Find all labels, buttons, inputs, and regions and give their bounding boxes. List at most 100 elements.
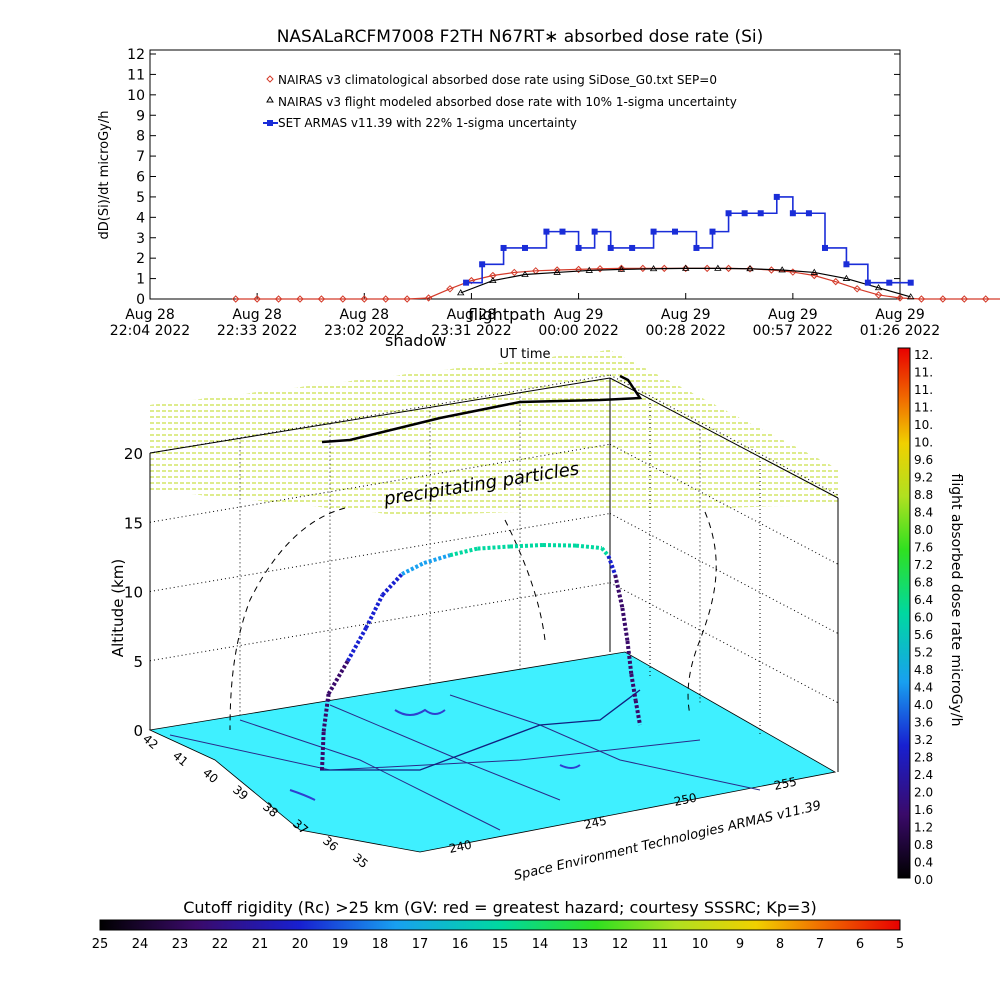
x-tick-label: 00:00 2022 (538, 323, 618, 339)
dose-rate-colorbar-tick: 3.2 (914, 733, 933, 747)
dose-rate-colorbar-tick: 6.4 (914, 593, 933, 607)
series-set-armas-point (822, 244, 828, 251)
cutoff-rigidity-colorbar-tick: 17 (412, 937, 429, 952)
series-nairas-climatological-line (235, 267, 1000, 300)
dose-rate-colorbar-tick: 1.6 (914, 803, 933, 817)
flight-path-segment (345, 627, 368, 662)
cutoff-rigidity-colorbar-tick: 13 (572, 937, 589, 952)
series-nairas-climatological-point (639, 264, 647, 273)
series-nairas-flight-modeled-point (746, 265, 754, 272)
shadow-projection-left (229, 507, 346, 731)
series-nairas-flight-modeled-point (842, 274, 851, 281)
cutoff-rigidity-colorbar-tick: 9 (736, 937, 744, 952)
series-nairas-flight-modeled-point (617, 265, 626, 272)
flight-path-segment (381, 572, 404, 597)
3d-box-frame (149, 377, 839, 772)
series-set-armas-point (805, 210, 812, 217)
series-set-armas-point (607, 244, 614, 251)
series-nairas-climatological-point (403, 295, 411, 303)
cutoff-rigidity-colorbar-tick: 14 (532, 937, 549, 952)
dose-rate-colorbar-tick: 5.6 (914, 628, 933, 642)
series-nairas-flight-modeled-point (649, 265, 658, 272)
shadow-projection-right (687, 511, 717, 716)
shadow-projection-center (504, 519, 546, 641)
dose-rate-colorbar-tick: 2.4 (914, 768, 933, 782)
series-nairas-climatological-point (253, 295, 261, 303)
x-tick-label: Aug 28 (232, 307, 282, 323)
dose-rate-colorbar-tick: 12. (914, 348, 933, 362)
flight-path-segment (629, 673, 638, 701)
flight-path-segment (625, 640, 634, 675)
x-tick-label: 01:26 2022 (860, 323, 940, 339)
x-tick-label: Aug 29 (768, 307, 818, 323)
cutoff-rigidity-colorbar-tick: 15 (492, 937, 509, 952)
x-tick-label: 23:31 2022 (431, 323, 511, 339)
dose-rate-colorbar-fill (897, 347, 911, 879)
legend-marker-nairas-climatological (266, 75, 274, 83)
legend-entry-set-armas: SET ARMAS v11.39 with 22% 1-sigma uncert… (278, 116, 577, 130)
altitude-tick-label: 5 (133, 653, 143, 671)
y-tick-label: 11 (127, 67, 145, 83)
series-set-armas-point (843, 261, 850, 268)
altitude-gridline (149, 374, 611, 454)
dose-rate-colorbar-ticks: 12. 11. 11. 11. 10. 10. 9.6 9.2 8.8 8.4 8.0 7.6 7.2 6… (914, 348, 933, 887)
series-set-armas-point (463, 279, 470, 286)
y-tick-label: 2 (136, 251, 145, 267)
lake-features (289, 708, 581, 801)
series-nairas-flight-modeled-point (553, 268, 561, 275)
legend-entry-nairas-climatological: NAIRAS v3 climatological absorbed dose r… (278, 73, 717, 87)
top-y-axis-label: dD(Si)/dt microGy/h (97, 111, 112, 240)
state-boundary (169, 734, 701, 771)
cutoff-rigidity-colorbar-tick: 7 (816, 937, 824, 952)
altitude-axis: 0 5 10 15 20 (124, 445, 143, 740)
top-x-axis-label: UT time (500, 347, 551, 362)
y-tick-label: 5 (136, 190, 145, 206)
flight-path-segment (449, 546, 478, 558)
longitude-tick-label: 240 (448, 837, 473, 855)
flight-path-segment (477, 544, 511, 551)
flight-path-segment (326, 659, 350, 696)
series-nairas-climatological-point (874, 291, 883, 299)
dose-rate-colorbar-tick: 4.8 (914, 663, 933, 677)
y-tick-label: 12 (127, 47, 145, 63)
series-set-armas-point (559, 228, 566, 235)
dose-rate-colorbar-tick: 6.8 (914, 576, 933, 590)
longitude-tick-label: 245 (583, 813, 608, 831)
cutoff-rigidity-colorbar-tick: 11 (652, 937, 669, 952)
dose-rate-colorbar-label: flight absorbed dose rate microGy/h (948, 474, 964, 727)
figure-title: NASALaRCFM7008 F2TH N67RT∗ absorbed dose… (277, 27, 764, 47)
overlay-label-shadow: shadow (385, 331, 446, 350)
flight-path-segment (364, 594, 385, 629)
altitude-gridline (149, 582, 611, 662)
cutoff-rigidity-colorbar-tick: 5 (896, 937, 904, 952)
series-set-armas-point (757, 210, 764, 217)
x-tick-label: Aug 28 (125, 307, 175, 323)
flight-path-segment (613, 574, 625, 609)
series-nairas-flight-modeled-point (714, 264, 722, 271)
cutoff-rigidity-colorbar-fill (99, 919, 901, 931)
series-nairas-climatological-point (746, 265, 754, 273)
series-nairas-climatological-point (832, 277, 840, 286)
x-tick-label: 00:57 2022 (753, 323, 833, 339)
flight-path-segment (542, 543, 577, 548)
latitude-tick-label: 41 (170, 749, 191, 770)
altitude-tick-label: 15 (124, 514, 143, 532)
series-set-armas-point (650, 228, 657, 235)
dose-rate-colorbar-tick: 10. (914, 418, 933, 432)
y-tick-label: 0 (136, 292, 145, 308)
flight-path-segment (575, 543, 602, 551)
state-boundary (449, 694, 761, 791)
cutoff-rigidity-colorbar-tick: 24 (132, 937, 149, 952)
dose-rate-colorbar-tick: 11. (914, 383, 933, 397)
dose-rate-colorbar-tick: 8.0 (914, 523, 933, 537)
altitude-gridline (609, 582, 839, 704)
series-nairas-climatological-point (596, 265, 604, 273)
longitude-tick-label: 255 (773, 774, 798, 792)
latitude-tick-label: 35 (350, 851, 371, 872)
dose-rate-colorbar-tick: 6.0 (914, 611, 933, 625)
